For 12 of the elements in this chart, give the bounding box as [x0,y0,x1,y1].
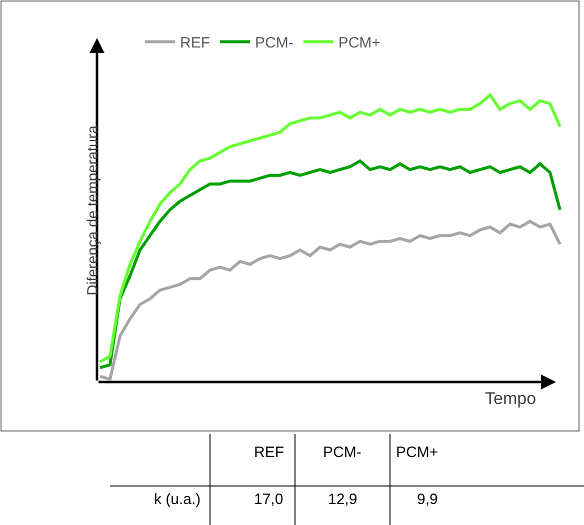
text: REF [254,444,284,461]
text: 17,0 [254,491,284,508]
legend-label: REF [180,34,210,52]
text: 12,9 [328,491,358,508]
text: k (u.a.) [154,491,201,508]
text: PCM+ [396,444,438,461]
text: PCM- [323,444,362,461]
legend-label: PCM- [255,34,294,52]
y-axis-title: Diferença de temperatura [84,124,102,296]
x-axis-title: Tempo [485,389,536,408]
text: 9,9 [417,491,438,508]
legend-label: PCM+ [338,34,381,52]
